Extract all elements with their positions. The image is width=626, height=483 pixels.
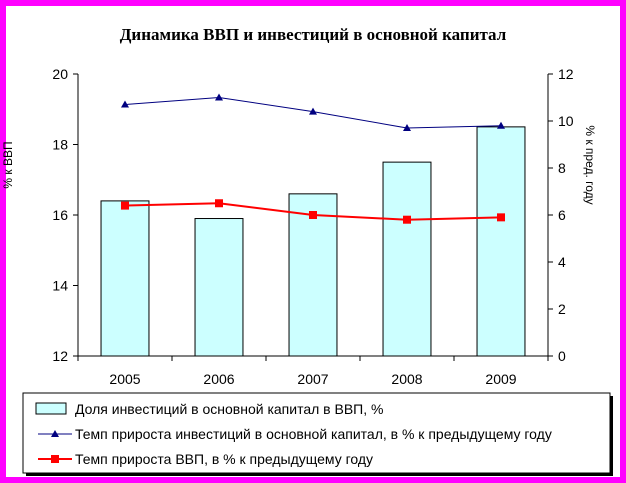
legend-box bbox=[22, 392, 611, 474]
left-tick-label: 12 bbox=[52, 348, 68, 364]
x-tick-label: 2006 bbox=[203, 371, 234, 387]
legend: Доля инвестиций в основной капитал в ВВП… bbox=[22, 392, 613, 476]
square-marker bbox=[403, 215, 411, 224]
left-tick-label: 16 bbox=[52, 207, 68, 223]
x-tick-label: 2008 bbox=[391, 371, 422, 387]
x-tick-label: 2007 bbox=[297, 371, 328, 387]
square-marker bbox=[309, 211, 317, 219]
right-tick-label: 10 bbox=[558, 113, 574, 129]
left-tick-label: 18 bbox=[52, 137, 68, 153]
right-tick-label: 0 bbox=[558, 348, 566, 364]
bar bbox=[100, 200, 150, 357]
left-tick-label: 14 bbox=[52, 278, 68, 294]
right-tick-label: 12 bbox=[558, 66, 574, 82]
triangle-marker bbox=[215, 93, 223, 101]
legend-label: Темп прироста ВВП, в % к предыдущему год… bbox=[75, 451, 373, 467]
right-tick-label: 6 bbox=[558, 207, 566, 223]
bar bbox=[382, 161, 432, 357]
square-marker bbox=[215, 199, 223, 208]
legend-label: Темп прироста инвестиций в основной капи… bbox=[75, 426, 552, 442]
bar bbox=[288, 193, 338, 357]
bar bbox=[476, 126, 526, 357]
chart-title: Динамика ВВП и инвестиций в основной кап… bbox=[120, 25, 507, 44]
triangle-marker bbox=[309, 107, 317, 115]
triangle-marker bbox=[403, 124, 411, 132]
right-tick-label: 8 bbox=[558, 160, 566, 176]
bar bbox=[194, 218, 244, 357]
right-axis-label: % к пред. году bbox=[583, 125, 597, 204]
right-tick-label: 2 bbox=[558, 301, 566, 317]
legend-swatch-bar bbox=[35, 402, 67, 415]
legend-square-marker bbox=[51, 455, 59, 463]
triangle-marker bbox=[497, 121, 505, 129]
square-marker bbox=[121, 201, 129, 210]
left-axis-label: % к ВВП bbox=[1, 141, 15, 188]
square-marker bbox=[497, 213, 505, 222]
triangle-marker bbox=[121, 100, 129, 108]
x-tick-label: 2009 bbox=[485, 371, 516, 387]
legend-triangle-marker bbox=[51, 430, 59, 437]
right-tick-label: 4 bbox=[558, 254, 566, 270]
legend-label: Доля инвестиций в основной капитал в ВВП… bbox=[75, 401, 383, 417]
left-tick-label: 20 bbox=[52, 66, 68, 82]
plot-area: 12 14 16 18 20 0 2 4 6 8 10 12 2005 2006 2007 2008 2009 bbox=[52, 66, 573, 387]
x-tick-label: 2005 bbox=[109, 371, 140, 387]
